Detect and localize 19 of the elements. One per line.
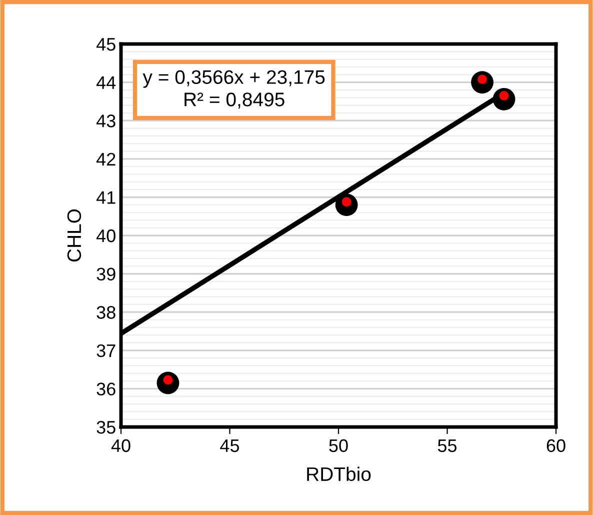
x-tick-label: 45 xyxy=(220,439,240,452)
y-tick-label: 41 xyxy=(96,191,116,204)
x-tick-label: 55 xyxy=(438,439,457,452)
y-tick-label: 40 xyxy=(96,229,116,242)
y-tick-label: 45 xyxy=(96,38,116,51)
y-tick-label: 35 xyxy=(96,420,116,434)
x-tick-label: 50 xyxy=(329,439,348,452)
x-tick-label: 40 xyxy=(111,439,130,452)
y-tick-label: 44 xyxy=(96,76,116,89)
y-tick-label: 43 xyxy=(96,114,116,128)
y-tick-label: 38 xyxy=(96,306,116,319)
y-tick-label: 37 xyxy=(96,344,116,358)
y-tick-label: 39 xyxy=(96,268,116,281)
y-axis-title: CHLO xyxy=(67,209,82,262)
y-tick-label: 36 xyxy=(96,382,116,396)
y-tick-label: 42 xyxy=(96,152,116,166)
annotation: y = 0,3566x + 23,175 R² = 0,8495 xyxy=(142,70,325,109)
x-axis-title: RDTbio xyxy=(307,466,371,482)
x-tick-label: 60 xyxy=(546,439,566,452)
